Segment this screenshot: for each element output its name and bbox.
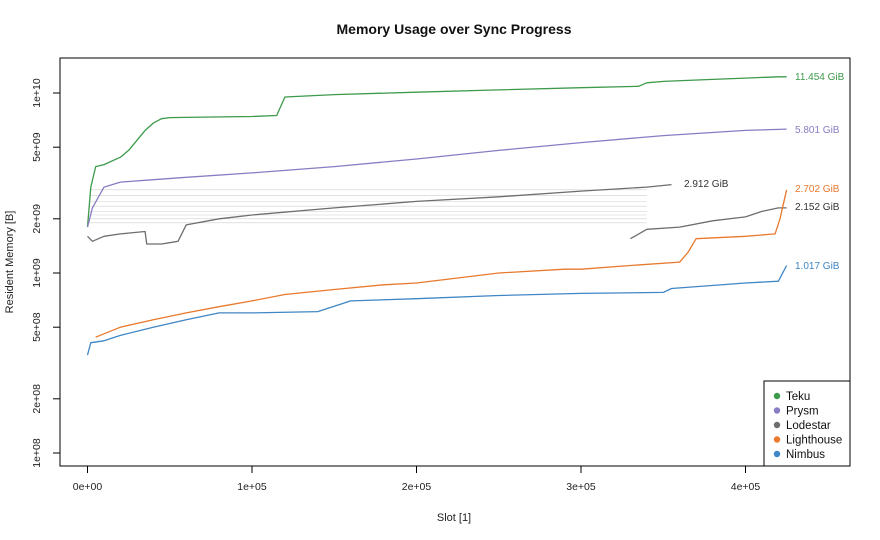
legend-label-nimbus: Nimbus — [786, 449, 825, 461]
legend-swatch-lodestar — [773, 421, 781, 429]
lodestar-end-label-a: 2.912 GiB — [684, 179, 729, 190]
prysm-end-label: 5.801 GiB — [795, 125, 840, 136]
y-tick-label: 5e+08 — [31, 312, 43, 342]
y-tick-label: 2e+09 — [31, 204, 43, 234]
x-tick-label: 2e+05 — [402, 481, 432, 493]
y-tick-label: 1e+09 — [31, 258, 43, 288]
plot-frame — [59, 57, 851, 467]
series-teku-line — [86, 76, 787, 228]
lighthouse-end-label: 2.702 GiB — [795, 184, 840, 195]
y-tick-label: 2e+08 — [31, 384, 43, 414]
y-tick-label: 1e+08 — [31, 438, 43, 468]
series-prysm-line — [86, 128, 787, 228]
y-axis-ticks: 1e+08 2e+08 5e+08 1e+09 2e+09 5e+09 1e+10 — [31, 78, 60, 468]
legend-swatch-lighthouse — [773, 436, 781, 443]
series-lodestar-line — [87, 183, 672, 245]
y-tick-label: 5e+09 — [31, 132, 43, 162]
x-tick-label: 0e+00 — [73, 481, 103, 493]
x-tick-label: 3e+05 — [566, 481, 596, 493]
series-lighthouse-line — [95, 189, 788, 338]
series-lodestar-line-2 — [630, 207, 787, 240]
legend-label-lighthouse: Lighthouse — [786, 435, 842, 447]
end-labels: 11.454 GiB 5.801 GiB 2.912 GiB 2.702 GiB 2.1… — [684, 72, 845, 272]
legend-label-lodestar: Lodestar — [786, 420, 831, 432]
teku-end-label: 11.454 GiB — [795, 72, 845, 83]
legend-swatch-nimbus — [773, 450, 781, 458]
legend-label-prysm: Prysm — [786, 406, 819, 418]
nimbus-end-label: 1.017 GiB — [795, 261, 840, 272]
y-axis-label: Resident Memory [B] — [4, 211, 16, 314]
x-tick-label: 4e+05 — [731, 481, 761, 493]
x-axis-ticks: 0e+00 1e+05 2e+05 3e+05 4e+05 — [73, 466, 761, 493]
legend-label-teku: Teku — [786, 391, 810, 403]
x-tick-label: 1e+05 — [237, 481, 267, 493]
legend-swatch-teku — [773, 392, 781, 400]
y-tick-label: 1e+10 — [31, 78, 43, 108]
series-layer — [86, 76, 788, 356]
series-nimbus-line — [86, 265, 788, 356]
chart-title: Memory Usage over Sync Progress — [337, 21, 572, 37]
lodestar-end-label-b: 2.152 GiB — [795, 202, 840, 213]
x-axis-label: Slot [1] — [437, 512, 471, 524]
legend-swatch-prysm — [773, 407, 781, 414]
legend: Teku Prysm Lodestar Lighthouse Nimbus — [763, 380, 851, 467]
